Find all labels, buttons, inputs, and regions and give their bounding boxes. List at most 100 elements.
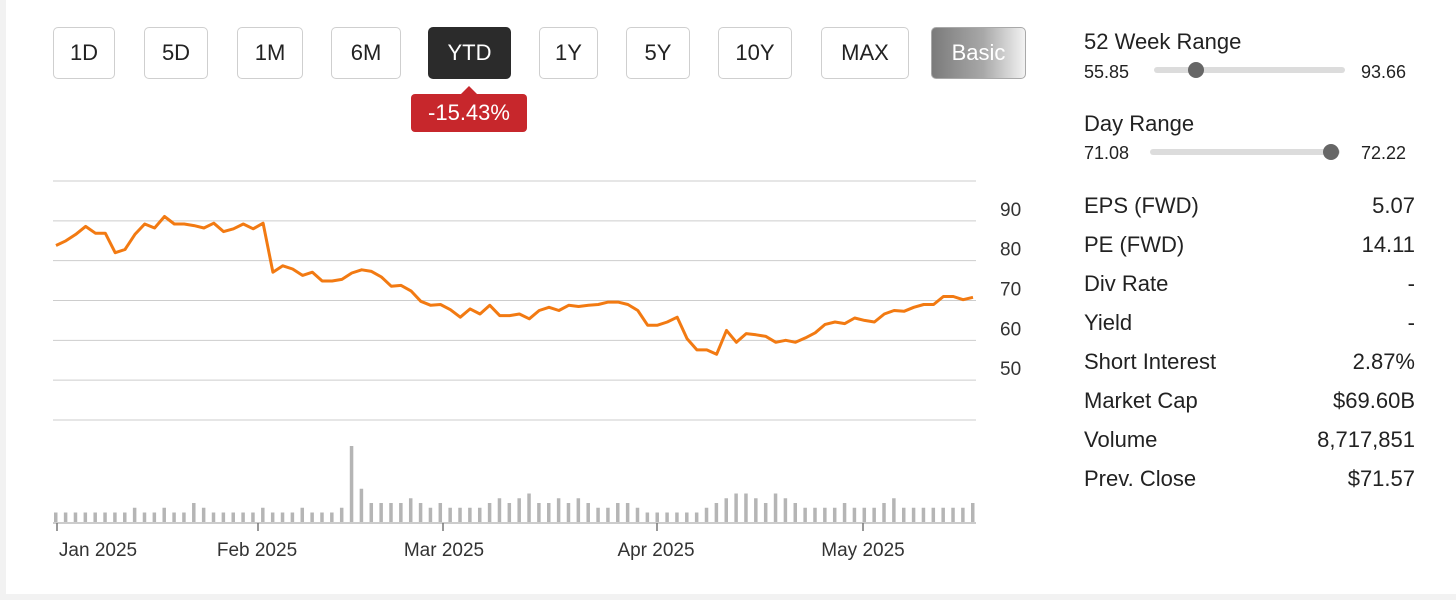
volume-bar: [63, 512, 68, 522]
volume-bar: [744, 493, 748, 522]
volume-bar: [596, 507, 600, 522]
volume-bar: [54, 512, 58, 522]
volume-bar: [971, 503, 975, 522]
range-button-1m[interactable]: 1M: [237, 27, 303, 79]
volume-bar: [93, 512, 97, 522]
range-button-1y[interactable]: 1Y: [539, 27, 598, 79]
stat-row: Volume 8,717,851: [1084, 426, 1415, 454]
volume-bar: [201, 507, 206, 522]
range-button-5y[interactable]: 5Y: [626, 27, 690, 79]
volume-bar: [547, 503, 551, 522]
volume-bar: [931, 507, 936, 522]
volume-bar: [290, 512, 295, 522]
volume-bar: [773, 493, 778, 522]
volume-bar: [123, 512, 127, 522]
volume-bar: [941, 507, 945, 522]
x-tick-label: Jan 2025: [59, 540, 137, 561]
volume-bar: [261, 507, 265, 522]
volume-bar: [300, 507, 305, 522]
volume-bar: [645, 512, 650, 522]
range-button-ytd[interactable]: YTD: [428, 27, 511, 79]
stat-label: PE (FWD): [1084, 232, 1185, 257]
volume-bar: [566, 503, 571, 522]
day-range-track: [1150, 149, 1340, 155]
volume-bar: [783, 498, 788, 522]
volume-bar: [172, 512, 176, 522]
volume-bar: [635, 507, 640, 522]
volume-bar: [704, 507, 709, 522]
basic-mode-button[interactable]: Basic: [931, 27, 1026, 79]
week52-range-label: 52 Week Range: [1084, 29, 1242, 54]
volume-bar: [349, 446, 354, 522]
volume-bar: [655, 512, 659, 522]
x-tick-label: May 2025: [821, 540, 904, 561]
stat-row: Yield -: [1084, 309, 1415, 337]
volume-bar: [576, 498, 581, 522]
stat-row: Short Interest 2.87%: [1084, 348, 1415, 376]
stat-value: $69.60B: [1333, 388, 1415, 413]
ytd-change-badge: -15.43%: [411, 86, 527, 132]
volume-bar: [832, 507, 837, 522]
volume-bar: [468, 507, 472, 522]
volume-bar: [625, 503, 630, 522]
volume-bar: [507, 503, 512, 522]
stat-row: Market Cap $69.60B: [1084, 387, 1415, 415]
stat-label: Volume: [1084, 427, 1158, 452]
volume-bar: [497, 498, 502, 522]
volume-bar: [418, 503, 423, 522]
range-button-10y[interactable]: 10Y: [718, 27, 792, 79]
volume-bar: [428, 507, 433, 522]
stat-label: EPS (FWD): [1084, 193, 1199, 218]
volume-bar: [872, 507, 876, 522]
volume-bar: [616, 503, 620, 522]
week52-position-marker: [1188, 62, 1205, 78]
volume-bar: [487, 503, 492, 522]
volume-bar: [842, 503, 847, 522]
volume-bar: [527, 493, 531, 522]
volume-bar: [458, 507, 462, 522]
volume-bar: [685, 512, 689, 522]
range-button-6m[interactable]: 6M: [331, 27, 401, 79]
volume-bar: [339, 507, 344, 522]
y-tick-label: 80: [1000, 240, 1021, 261]
volume-bar: [359, 488, 364, 522]
day-range-label: Day Range: [1084, 111, 1195, 136]
volume-bar: [379, 503, 383, 522]
stock-widget: [6, 0, 1456, 594]
stat-row: Prev. Close $71.57: [1084, 465, 1415, 493]
range-button-5d[interactable]: 5D: [144, 27, 208, 79]
volume-bar: [724, 498, 728, 522]
volume-bar: [586, 503, 590, 522]
range-button-1d[interactable]: 1D: [53, 27, 115, 79]
volume-bar: [852, 507, 857, 522]
price-line: [55, 215, 974, 356]
volume-bar: [961, 507, 965, 522]
volume-bar: [882, 503, 886, 522]
week52-high: 93.66: [1361, 62, 1407, 82]
range-button-max[interactable]: MAX: [821, 27, 909, 79]
volume-bar: [142, 512, 147, 522]
volume-bar: [231, 512, 235, 522]
volume-bar: [438, 503, 443, 522]
volume-bar: [162, 507, 166, 522]
week52-range-track: [1154, 67, 1345, 73]
stat-label: Short Interest: [1084, 349, 1217, 374]
volume-bar: [606, 507, 610, 522]
volume-bar: [911, 507, 916, 522]
volume-bar: [389, 503, 393, 522]
volume-bar: [477, 507, 482, 522]
stat-value: 2.87%: [1352, 349, 1415, 374]
volume-bar: [901, 507, 906, 522]
volume-bar: [241, 512, 245, 522]
volume-bar: [813, 507, 817, 522]
day-range-low: 71.08: [1084, 143, 1130, 163]
y-tick-label: 70: [1000, 280, 1021, 301]
y-tick-label: 60: [1000, 319, 1021, 340]
day-range-position-marker: [1322, 144, 1339, 160]
volume-bar: [192, 503, 196, 522]
volume-bar: [803, 507, 807, 522]
volume-bar: [132, 507, 137, 522]
week52-low: 55.85: [1084, 62, 1130, 82]
y-tick-label: 50: [1000, 359, 1021, 380]
volume-bar: [103, 512, 107, 522]
